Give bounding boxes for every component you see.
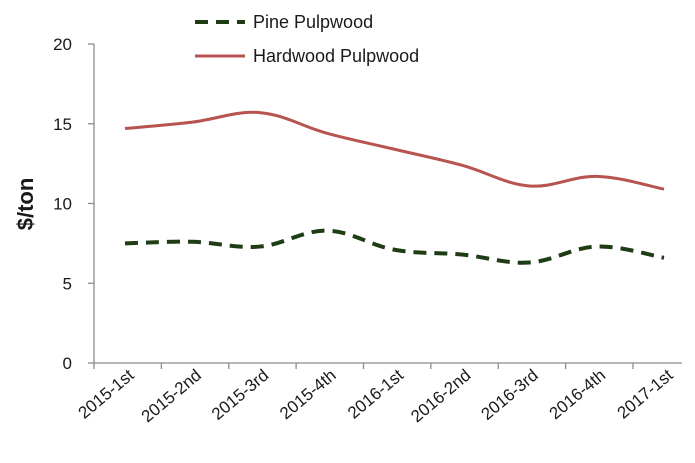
legend-item-pine-pulpwood: Pine Pulpwood xyxy=(195,12,373,32)
y-tick-label: 0 xyxy=(63,354,72,373)
y-tick-label: 10 xyxy=(53,195,72,214)
x-tick-label: 2015-3rd xyxy=(208,366,272,424)
y-tick-label: 5 xyxy=(63,274,72,293)
y-axis-title: $/ton xyxy=(13,178,38,231)
series-line-hardwood-pulpwood xyxy=(124,110,665,191)
legend: Pine Pulpwood Hardwood Pulpwood xyxy=(195,12,419,66)
series-layer xyxy=(124,110,665,265)
data-point-pine-pulpwood xyxy=(325,229,329,233)
legend-label-pine-pulpwood: Pine Pulpwood xyxy=(253,12,373,32)
y-axis-ticks: 0 5 10 15 20 xyxy=(53,35,94,373)
x-tick-label: 2015-2nd xyxy=(138,366,205,427)
y-tick-label: 20 xyxy=(53,35,72,54)
x-tick-label: 2016-1st xyxy=(344,365,407,422)
x-tick-label: 2016-2nd xyxy=(407,366,474,427)
x-tick-label: 2017-1st xyxy=(614,365,677,422)
x-tick-label: 2016-4th xyxy=(546,366,610,424)
series-line-pine-pulpwood xyxy=(124,228,665,265)
data-point-pine-pulpwood xyxy=(595,245,599,249)
legend-item-hardwood-pulpwood: Hardwood Pulpwood xyxy=(195,46,419,66)
y-tick-label: 15 xyxy=(53,115,72,134)
legend-label-hardwood-pulpwood: Hardwood Pulpwood xyxy=(253,46,419,66)
x-tick-label: 2016-3rd xyxy=(477,366,541,424)
x-tick-label: 2015-1st xyxy=(75,365,138,422)
x-axis-ticks: 2015-1st 2015-2nd 2015-3rd 2015-4th 2016-1st… xyxy=(75,363,677,426)
x-tick-label: 2015-4th xyxy=(276,366,340,424)
